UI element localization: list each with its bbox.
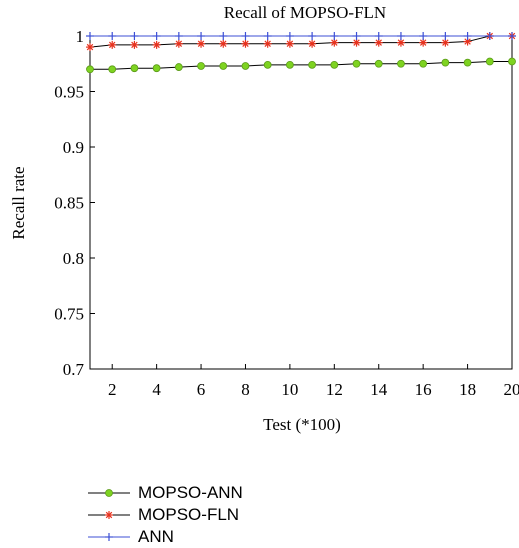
data-point-mopso-fln bbox=[130, 41, 138, 49]
x-tick-label: 2 bbox=[108, 380, 117, 399]
legend-label-mopso-fln: MOPSO-FLN bbox=[138, 504, 239, 526]
y-tick-label: 0.85 bbox=[54, 194, 84, 213]
data-point-ann bbox=[375, 32, 383, 40]
x-tick-label: 4 bbox=[152, 380, 161, 399]
series-ann bbox=[86, 32, 516, 40]
data-point-ann bbox=[130, 32, 138, 40]
data-point-ann bbox=[153, 32, 161, 40]
data-point-mopso-fln bbox=[108, 41, 116, 49]
data-point-mopso-ann bbox=[153, 65, 160, 72]
data-point-ann bbox=[441, 32, 449, 40]
data-point-ann bbox=[219, 32, 227, 40]
data-point-ann bbox=[419, 32, 427, 40]
series-layer bbox=[86, 32, 516, 73]
y-tick-label: 0.8 bbox=[63, 249, 84, 268]
data-point-mopso-ann bbox=[220, 62, 227, 69]
x-tick-label: 20 bbox=[504, 380, 519, 399]
y-axis: 0.7 0.75 0.8 0.85 0.9 0.95 1 bbox=[54, 27, 95, 379]
data-point-ann bbox=[197, 32, 205, 40]
data-point-mopso-ann bbox=[198, 62, 205, 69]
data-point-ann bbox=[286, 32, 294, 40]
y-tick-label: 0.75 bbox=[54, 305, 84, 324]
x-tick-label: 16 bbox=[415, 380, 432, 399]
data-point-mopso-ann bbox=[464, 59, 471, 66]
x-tick-label: 10 bbox=[281, 380, 298, 399]
legend: MOPSO-ANN MOPSO-FLN ANN bbox=[88, 482, 243, 548]
data-point-mopso-ann bbox=[397, 60, 404, 67]
data-point-mopso-ann bbox=[264, 61, 271, 68]
data-point-ann bbox=[86, 32, 94, 40]
x-tick-label: 8 bbox=[241, 380, 250, 399]
data-point-ann bbox=[308, 32, 316, 40]
plot-area-frame bbox=[90, 36, 512, 369]
legend-swatch-mopso-ann bbox=[88, 482, 130, 504]
data-point-ann bbox=[397, 32, 405, 40]
data-point-mopso-fln bbox=[219, 40, 227, 48]
data-point-mopso-fln bbox=[241, 40, 249, 48]
x-tick-label: 18 bbox=[459, 380, 476, 399]
legend-swatch-mopso-fln bbox=[88, 504, 130, 526]
x-tick-label: 14 bbox=[370, 380, 388, 399]
legend-item-mopso-fln: MOPSO-FLN bbox=[88, 504, 243, 526]
data-point-mopso-ann bbox=[131, 65, 138, 72]
data-point-mopso-fln bbox=[175, 40, 183, 48]
data-point-mopso-ann bbox=[309, 61, 316, 68]
data-point-ann bbox=[175, 32, 183, 40]
data-point-mopso-ann bbox=[242, 62, 249, 69]
legend-label-mopso-ann: MOPSO-ANN bbox=[138, 482, 243, 504]
data-point-mopso-ann bbox=[87, 66, 94, 73]
data-point-mopso-fln bbox=[308, 40, 316, 48]
data-point-ann bbox=[108, 32, 116, 40]
legend-label-ann: ANN bbox=[138, 526, 174, 548]
x-tick-label: 12 bbox=[326, 380, 343, 399]
data-point-mopso-fln bbox=[86, 43, 94, 51]
data-point-mopso-ann bbox=[175, 64, 182, 71]
data-point-mopso-ann bbox=[286, 61, 293, 68]
chart-title: Recall of MOPSO-FLN bbox=[224, 3, 386, 22]
data-point-mopso-fln bbox=[153, 41, 161, 49]
y-tick-label: 0.7 bbox=[63, 360, 85, 379]
data-point-ann bbox=[264, 32, 272, 40]
data-point-mopso-fln bbox=[264, 40, 272, 48]
data-point-mopso-fln bbox=[286, 40, 294, 48]
data-point-mopso-ann bbox=[109, 66, 116, 73]
data-point-mopso-ann bbox=[331, 61, 338, 68]
data-point-mopso-ann bbox=[442, 59, 449, 66]
x-tick-label: 6 bbox=[197, 380, 206, 399]
data-point-mopso-ann bbox=[420, 60, 427, 67]
data-point-mopso-ann bbox=[509, 58, 516, 65]
series-mopso-ann bbox=[87, 58, 516, 73]
data-point-mopso-ann bbox=[353, 60, 360, 67]
legend-item-mopso-ann: MOPSO-ANN bbox=[88, 482, 243, 504]
data-point-ann bbox=[241, 32, 249, 40]
data-point-mopso-ann bbox=[486, 58, 493, 65]
y-axis-title: Recall rate bbox=[9, 166, 28, 239]
series-mopso-fln bbox=[86, 32, 516, 51]
line-chart: Recall of MOPSO-FLN Recall rate Test (*1… bbox=[0, 0, 519, 478]
y-tick-label: 1 bbox=[76, 27, 85, 46]
y-tick-label: 0.95 bbox=[54, 83, 84, 102]
data-point-ann bbox=[330, 32, 338, 40]
y-tick-label: 0.9 bbox=[63, 138, 84, 157]
data-point-mopso-ann bbox=[375, 60, 382, 67]
legend-swatch-ann bbox=[88, 526, 130, 548]
x-axis-title: Test (*100) bbox=[263, 415, 341, 434]
data-point-ann bbox=[353, 32, 361, 40]
legend-item-ann: ANN bbox=[88, 526, 243, 548]
data-point-mopso-fln bbox=[197, 40, 205, 48]
